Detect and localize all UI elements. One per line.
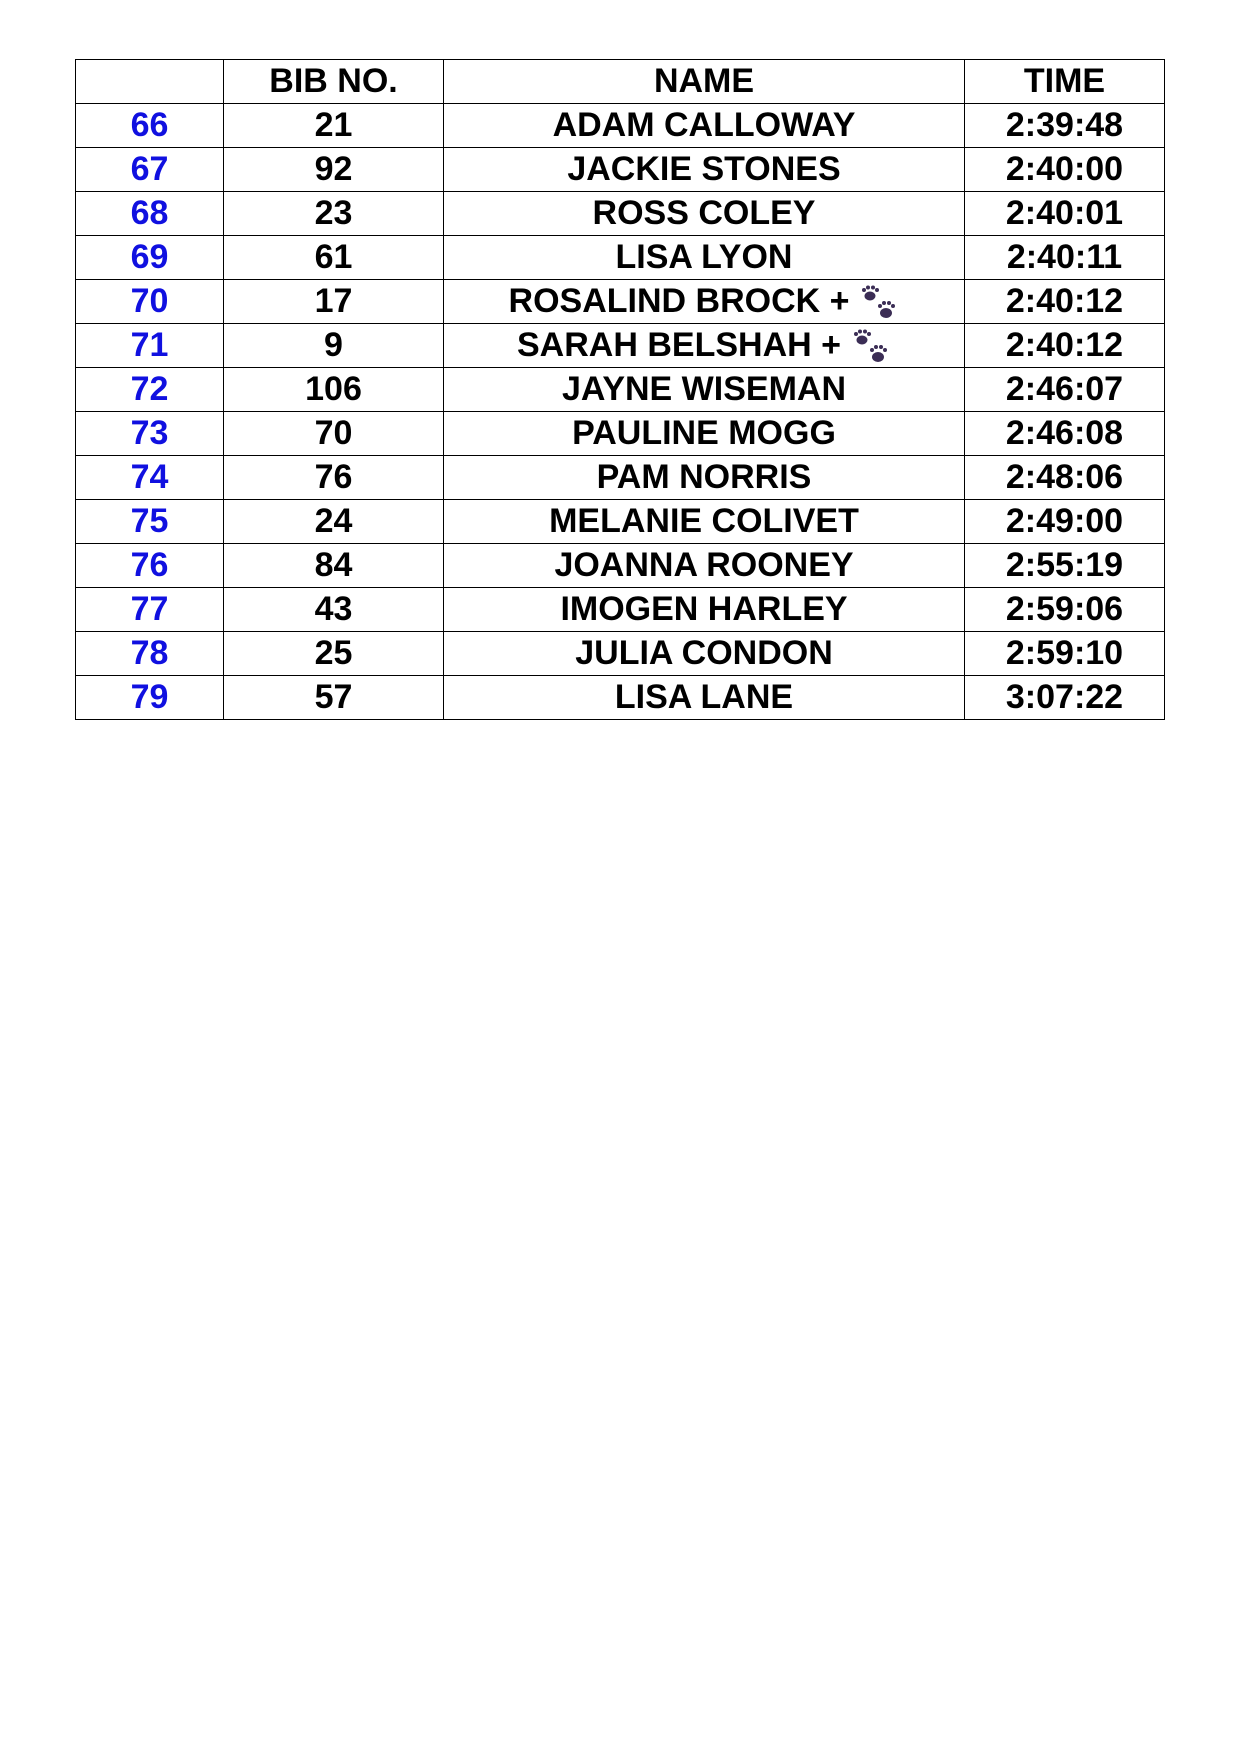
name-cell: IMOGEN HARLEY [443,587,965,632]
time-cell: 2:55:19 [964,543,1165,588]
position-cell: 69 [75,235,224,280]
runner-name: JULIA CONDON [575,634,833,672]
position-cell: 76 [75,543,224,588]
header-position [75,59,224,104]
position-cell: 70 [75,279,224,324]
name-cell: JAYNE WISEMAN [443,367,965,412]
table-row: 74 76 PAM NORRIS 2:48:06 [75,455,1165,500]
bib-cell: 106 [223,367,444,412]
time-cell: 3:07:22 [964,675,1165,720]
header-time: TIME [964,59,1165,104]
table-row: 69 61 LISA LYON 2:40:11 [75,235,1165,280]
runner-name: JOANNA ROONEY [554,546,854,584]
bib-cell: 57 [223,675,444,720]
time-cell: 2:59:10 [964,631,1165,676]
table-row: 79 57 LISA LANE 3:07:22 [75,675,1165,720]
runner-name: ROSALIND BROCK + [508,282,850,320]
bib-cell: 25 [223,631,444,676]
time-cell: 2:46:07 [964,367,1165,412]
name-cell: ROSALIND BROCK + [443,279,965,324]
name-cell: PAULINE MOGG [443,411,965,456]
bib-cell: 9 [223,323,444,368]
table-row: 67 92 JACKIE STONES 2:40:00 [75,147,1165,192]
runner-name: JAYNE WISEMAN [561,370,847,408]
runner-name: MELANIE COLIVET [549,502,859,540]
table-row: 71 9 SARAH BELSHAH + 2:40:12 [75,323,1165,368]
table-row: 68 23 ROSS COLEY 2:40:01 [75,191,1165,236]
position-cell: 78 [75,631,224,676]
time-cell: 2:40:01 [964,191,1165,236]
bib-cell: 70 [223,411,444,456]
name-cell: LISA LYON [443,235,965,280]
runner-name: PAULINE MOGG [572,414,836,452]
name-cell: LISA LANE [443,675,965,720]
table-row: 70 17 ROSALIND BROCK + 2:40:12 [75,279,1165,324]
name-cell: JULIA CONDON [443,631,965,676]
bib-cell: 23 [223,191,444,236]
table-row: 72 106 JAYNE WISEMAN 2:46:07 [75,367,1165,412]
table-row: 66 21 ADAM CALLOWAY 2:39:48 [75,103,1165,148]
name-cell: PAM NORRIS [443,455,965,500]
position-cell: 73 [75,411,224,456]
bib-cell: 61 [223,235,444,280]
time-cell: 2:40:00 [964,147,1165,192]
bib-cell: 17 [223,279,444,324]
header-row: BIB NO. NAME TIME [75,59,1165,104]
results-table: BIB NO. NAME TIME 66 21 ADAM CALLOWAY 2:… [75,59,1165,720]
runner-name: PAM NORRIS [596,458,812,496]
position-cell: 68 [75,191,224,236]
time-cell: 2:48:06 [964,455,1165,500]
runner-name: LISA LANE [614,678,794,716]
name-cell: ROSS COLEY [443,191,965,236]
time-cell: 2:40:12 [964,279,1165,324]
bib-cell: 21 [223,103,444,148]
bib-cell: 92 [223,147,444,192]
bib-cell: 84 [223,543,444,588]
bib-cell: 76 [223,455,444,500]
name-cell: ADAM CALLOWAY [443,103,965,148]
position-cell: 71 [75,323,224,368]
position-cell: 75 [75,499,224,544]
position-cell: 77 [75,587,224,632]
bib-cell: 43 [223,587,444,632]
table-row: 77 43 IMOGEN HARLEY 2:59:06 [75,587,1165,632]
runner-name: ROSS COLEY [592,194,816,232]
paw-prints-icon [859,284,899,322]
runner-name: SARAH BELSHAH + [517,326,841,364]
paw-prints-icon [851,328,891,366]
name-cell: SARAH BELSHAH + [443,323,965,368]
table-row: 75 24 MELANIE COLIVET 2:49:00 [75,499,1165,544]
name-cell: JOANNA ROONEY [443,543,965,588]
position-cell: 66 [75,103,224,148]
time-cell: 2:40:12 [964,323,1165,368]
table-row: 76 84 JOANNA ROONEY 2:55:19 [75,543,1165,588]
time-cell: 2:40:11 [964,235,1165,280]
runner-name: LISA LYON [615,238,793,276]
runner-name: ADAM CALLOWAY [552,106,856,144]
position-cell: 79 [75,675,224,720]
name-cell: JACKIE STONES [443,147,965,192]
position-cell: 72 [75,367,224,412]
header-bib: BIB NO. [223,59,444,104]
time-cell: 2:49:00 [964,499,1165,544]
header-name: NAME [443,59,965,104]
runner-name: JACKIE STONES [567,150,841,188]
time-cell: 2:46:08 [964,411,1165,456]
bib-cell: 24 [223,499,444,544]
runner-name: IMOGEN HARLEY [560,590,848,628]
table-row: 78 25 JULIA CONDON 2:59:10 [75,631,1165,676]
table-row: 73 70 PAULINE MOGG 2:46:08 [75,411,1165,456]
position-cell: 67 [75,147,224,192]
name-cell: MELANIE COLIVET [443,499,965,544]
time-cell: 2:39:48 [964,103,1165,148]
time-cell: 2:59:06 [964,587,1165,632]
position-cell: 74 [75,455,224,500]
